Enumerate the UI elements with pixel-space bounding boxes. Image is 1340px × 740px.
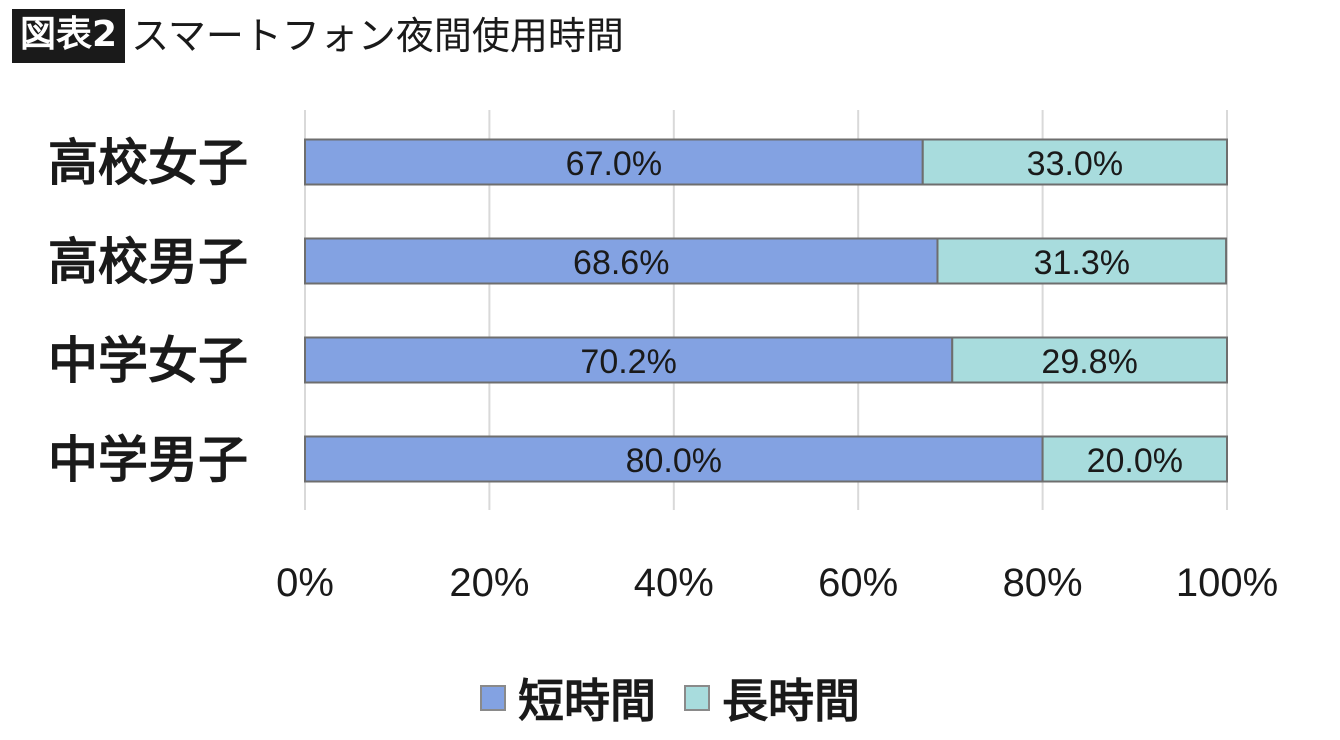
bar-1-3 (1041, 435, 1228, 483)
data-label-1-0: 33.0% (1027, 145, 1123, 183)
category-label-1: 高校男子 (48, 233, 248, 291)
x-tick-label-3: 60% (818, 561, 898, 605)
legend-swatch-short (480, 685, 506, 711)
bar-1-2 (951, 336, 1229, 384)
x-tick-label-1: 20% (449, 561, 529, 605)
data-label-1-3: 20.0% (1087, 442, 1183, 480)
data-label-0-3: 80.0% (626, 442, 722, 480)
stacked-bar-chart: 67.0% 33.0% 高校女子 68.6% 31.3% 高校男子 70.2% 29.8% 中学… (48, 110, 1278, 605)
legend-item-short: 短時間 (480, 665, 656, 731)
bar-1-0 (921, 138, 1228, 186)
bar-0-3 (304, 435, 1044, 483)
data-label-1-1: 31.3% (1034, 244, 1130, 282)
legend-item-long: 長時間 (684, 665, 860, 731)
category-label-0: 高校女子 (48, 134, 248, 192)
bar-0-1 (304, 237, 939, 285)
category-label-2: 中学女子 (48, 332, 248, 390)
x-tick-label-5: 100% (1176, 561, 1278, 605)
x-tick-label-2: 40% (634, 561, 714, 605)
legend-label-short: 短時間 (518, 674, 656, 728)
x-tick-label-0: 0% (276, 561, 334, 605)
chart-title: スマートフォン夜間使用時間 (131, 14, 624, 58)
data-label-1-2: 29.8% (1041, 343, 1137, 381)
bar-1-1 (936, 237, 1228, 285)
data-label-0-1: 68.6% (573, 244, 669, 282)
data-label-0-0: 67.0% (566, 145, 662, 183)
figure-badge: 図表2 (12, 9, 126, 63)
data-label-0-2: 70.2% (580, 343, 676, 381)
legend-label-long: 長時間 (722, 674, 860, 728)
x-tick-label-4: 80% (1003, 561, 1083, 605)
category-label-3: 中学男子 (48, 431, 248, 489)
chart-legend: 短時間 長時間 (0, 668, 1340, 728)
legend-swatch-long (684, 685, 710, 711)
bar-0-0 (304, 138, 924, 186)
bar-0-2 (304, 336, 954, 384)
figure-title: 図表2 スマートフォン夜間使用時間 (12, 8, 624, 64)
